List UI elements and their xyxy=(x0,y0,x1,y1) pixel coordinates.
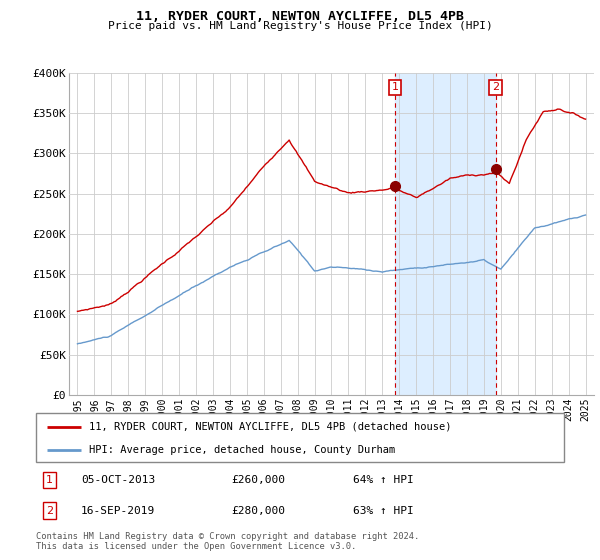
Text: 16-SEP-2019: 16-SEP-2019 xyxy=(81,506,155,516)
Text: 64% ↑ HPI: 64% ↑ HPI xyxy=(353,475,413,485)
Bar xyxy=(395,73,496,395)
Text: Price paid vs. HM Land Registry's House Price Index (HPI): Price paid vs. HM Land Registry's House … xyxy=(107,21,493,31)
Text: 2: 2 xyxy=(492,82,499,92)
Text: 11, RYDER COURT, NEWTON AYCLIFFE, DL5 4PB: 11, RYDER COURT, NEWTON AYCLIFFE, DL5 4P… xyxy=(136,10,464,23)
Text: 11, RYDER COURT, NEWTON AYCLIFFE, DL5 4PB (detached house): 11, RYDER COURT, NEWTON AYCLIFFE, DL5 4P… xyxy=(89,422,451,432)
Text: 1: 1 xyxy=(46,475,53,485)
Text: 63% ↑ HPI: 63% ↑ HPI xyxy=(353,506,413,516)
Text: 1: 1 xyxy=(392,82,398,92)
Text: 05-OCT-2013: 05-OCT-2013 xyxy=(81,475,155,485)
Text: Contains HM Land Registry data © Crown copyright and database right 2024.
This d: Contains HM Land Registry data © Crown c… xyxy=(36,532,419,552)
Text: HPI: Average price, detached house, County Durham: HPI: Average price, detached house, Coun… xyxy=(89,445,395,455)
Text: £260,000: £260,000 xyxy=(232,475,286,485)
Text: 2: 2 xyxy=(46,506,53,516)
Text: £280,000: £280,000 xyxy=(232,506,286,516)
